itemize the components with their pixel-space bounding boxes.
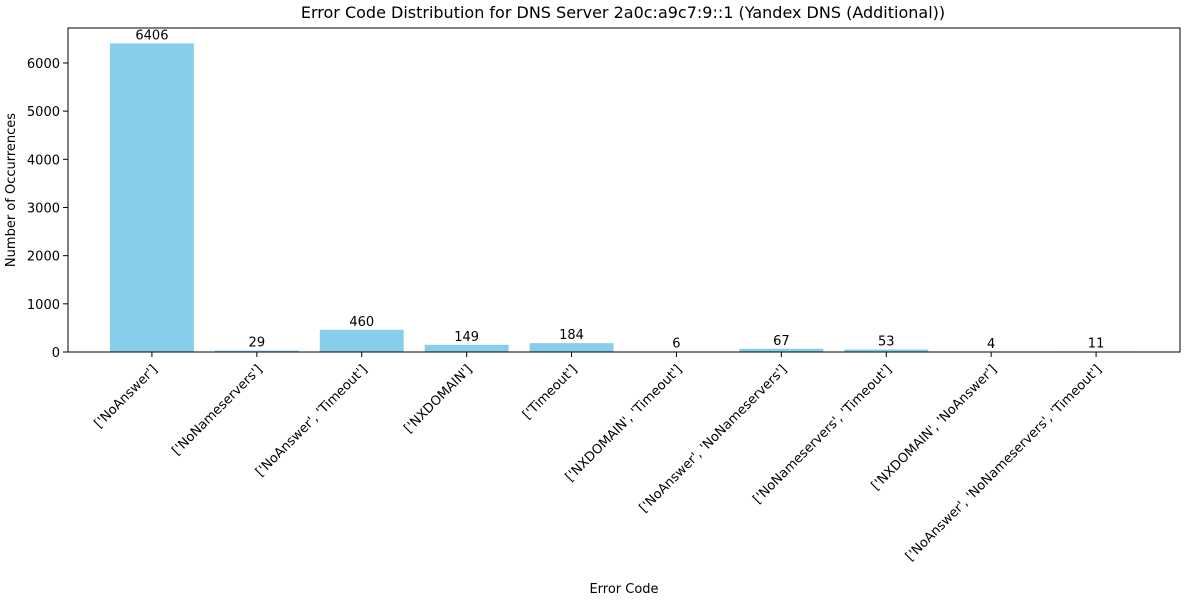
x-tick-label: ['NoAnswer'] <box>92 362 161 431</box>
data-label: 29 <box>249 336 266 351</box>
bar <box>424 344 509 352</box>
x-tick-label: ['NoAnswer', 'NoNameservers', 'Timeout'] <box>903 362 1105 564</box>
bar <box>739 348 824 352</box>
chart-title: Error Code Distribution for DNS Server 2… <box>301 3 945 22</box>
y-tick-label: 5000 <box>27 105 60 120</box>
x-axis-label: Error Code <box>589 582 658 597</box>
plot-frame <box>67 27 1181 353</box>
plot-area: 6406 29 460 149 184 6 67 53 4 11 0 1000 2000 3000 4000… <box>27 27 1181 564</box>
bar <box>844 349 929 352</box>
x-tick-label: ['NXDOMAIN', 'NoAnswer'] <box>869 362 1000 493</box>
data-label: 6 <box>672 337 680 352</box>
x-tick-label: ['Timeout'] <box>520 362 580 422</box>
x-tick-label: ['NXDOMAIN'] <box>401 362 475 436</box>
data-label: 4 <box>987 337 995 352</box>
data-label: 460 <box>349 315 374 330</box>
data-label: 11 <box>1088 336 1105 351</box>
x-tick-label: ['NoNameservers'] <box>169 362 265 458</box>
data-label: 67 <box>773 334 790 349</box>
data-label: 53 <box>878 334 895 349</box>
data-label: 6406 <box>135 28 168 43</box>
x-tick-label: ['NXDOMAIN', 'Timeout'] <box>563 362 686 485</box>
y-tick-label: 6000 <box>27 57 60 72</box>
bar <box>319 329 404 352</box>
y-tick-label: 0 <box>52 346 60 361</box>
y-tick-label: 3000 <box>27 201 60 216</box>
data-label: 149 <box>454 330 479 345</box>
data-label: 184 <box>559 328 584 343</box>
bar <box>529 343 614 352</box>
bar <box>214 350 299 352</box>
y-tick-label: 4000 <box>27 153 60 168</box>
y-tick-label: 1000 <box>27 298 60 313</box>
y-tick-label: 2000 <box>27 250 60 265</box>
x-tick-label: ['NoAnswer', 'Timeout'] <box>253 362 371 480</box>
y-axis-label: Number of Occurrences <box>4 113 19 267</box>
bar <box>109 43 194 353</box>
